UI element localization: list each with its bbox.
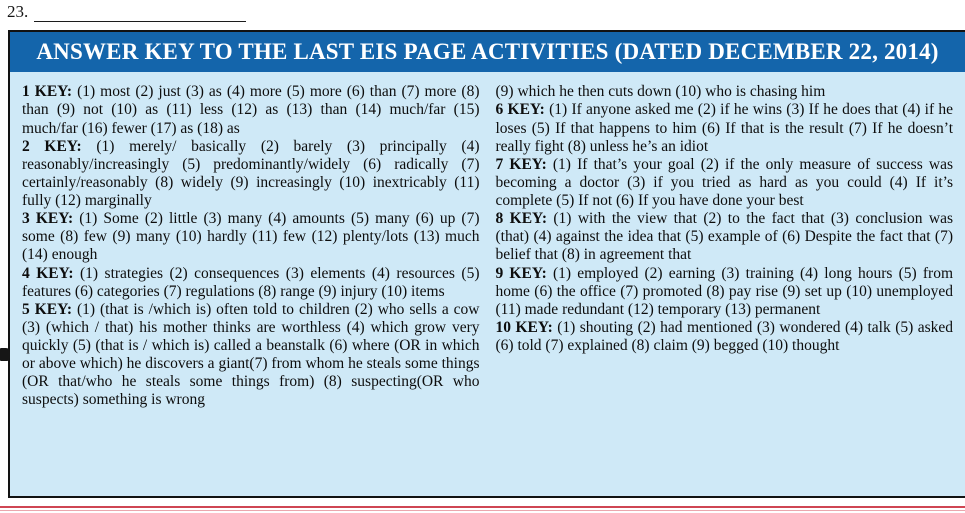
key-number-label: 9 KEY: — [495, 264, 547, 282]
key-number-label: 8 KEY: — [495, 210, 547, 228]
bottom-red-rule — [0, 506, 965, 511]
answer-key-column-left: 1 KEY: (1) most (2) just (3) as (4) more… — [22, 83, 480, 484]
key-answers-text: (1) shouting (2) had mentioned (3) wonde… — [495, 318, 954, 355]
ink-smudge-artifact — [0, 348, 10, 361]
bottom-red-rule-light — [0, 510, 965, 511]
answer-key-item-5: 5 KEY: (1) (that is /which is) often tol… — [22, 301, 480, 410]
key-answers-text: (9) which he then cuts down (10) who is … — [495, 83, 826, 101]
key-answers-text: (1) most (2) just (3) as (4) more (5) mo… — [22, 83, 480, 137]
answer-key-item-8: 8 KEY: (1) with the view that (2) to the… — [496, 210, 954, 264]
answer-blank-line — [34, 6, 247, 22]
answer-key-box: ANSWER KEY TO THE LAST EIS PAGE ACTIVITI… — [8, 30, 965, 499]
key-answers-text: (1) strategies (2) consequences (3) elem… — [22, 264, 480, 300]
answer-key-item-3: 3 KEY: (1) Some (2) little (3) many (4) … — [22, 210, 480, 264]
key-answers-text: (1) Some (2) little (3) many (4) amounts… — [22, 210, 480, 264]
answer-key-column-right: (9) which he then cuts down (10) who is … — [496, 83, 954, 484]
answer-key-item-1: 1 KEY: (1) most (2) just (3) as (4) more… — [22, 83, 480, 137]
key-number-label: 4 KEY: — [22, 264, 74, 282]
key-number-label: 5 KEY: — [22, 300, 73, 318]
question-number-label: 23. — [7, 2, 29, 21]
key-number-label: 2 KEY: — [22, 137, 82, 155]
key-number-label: 10 KEY: — [495, 318, 553, 336]
answer-key-title: ANSWER KEY TO THE LAST EIS PAGE ACTIVITI… — [10, 32, 965, 73]
key-answers-text: (1) employed (2) earning (3) training (4… — [495, 264, 954, 318]
key-answers-text: (1) with the view that (2) to the fact t… — [495, 210, 954, 264]
answer-key-item-4: 4 KEY: (1) strategies (2) consequences (… — [22, 265, 480, 301]
key-number-label: 1 KEY: — [22, 83, 73, 101]
key-answers-text: (1) (that is /which is) often told to ch… — [22, 300, 480, 409]
key-answers-text: (1) If that’s your goal (2) if the only … — [495, 155, 954, 210]
answer-key-item-5-continued: (9) which he then cuts down (10) who is … — [496, 83, 954, 101]
key-number-label: 3 KEY: — [22, 210, 74, 228]
key-number-label: 6 KEY: — [495, 101, 545, 119]
answer-key-item-7: 7 KEY: (1) If that’s your goal (2) if th… — [496, 156, 954, 210]
answer-key-body: 1 KEY: (1) most (2) just (3) as (4) more… — [10, 72, 965, 497]
question-23-line: 23. — [0, 0, 965, 30]
answer-key-item-6: 6 KEY: (1) If anyone asked me (2) if he … — [496, 101, 954, 155]
key-answers-text: (1) merely/ basically (2) barely (3) pri… — [22, 137, 480, 210]
answer-key-item-2: 2 KEY: (1) merely/ basically (2) barely … — [22, 138, 480, 211]
key-answers-text: (1) If anyone asked me (2) if he wins (3… — [495, 101, 954, 155]
answer-key-item-10: 10 KEY: (1) shouting (2) had mentioned (… — [496, 319, 954, 355]
key-number-label: 7 KEY: — [495, 155, 547, 173]
answer-key-item-9: 9 KEY: (1) employed (2) earning (3) trai… — [496, 265, 954, 319]
bottom-red-rule-dark — [0, 506, 965, 508]
